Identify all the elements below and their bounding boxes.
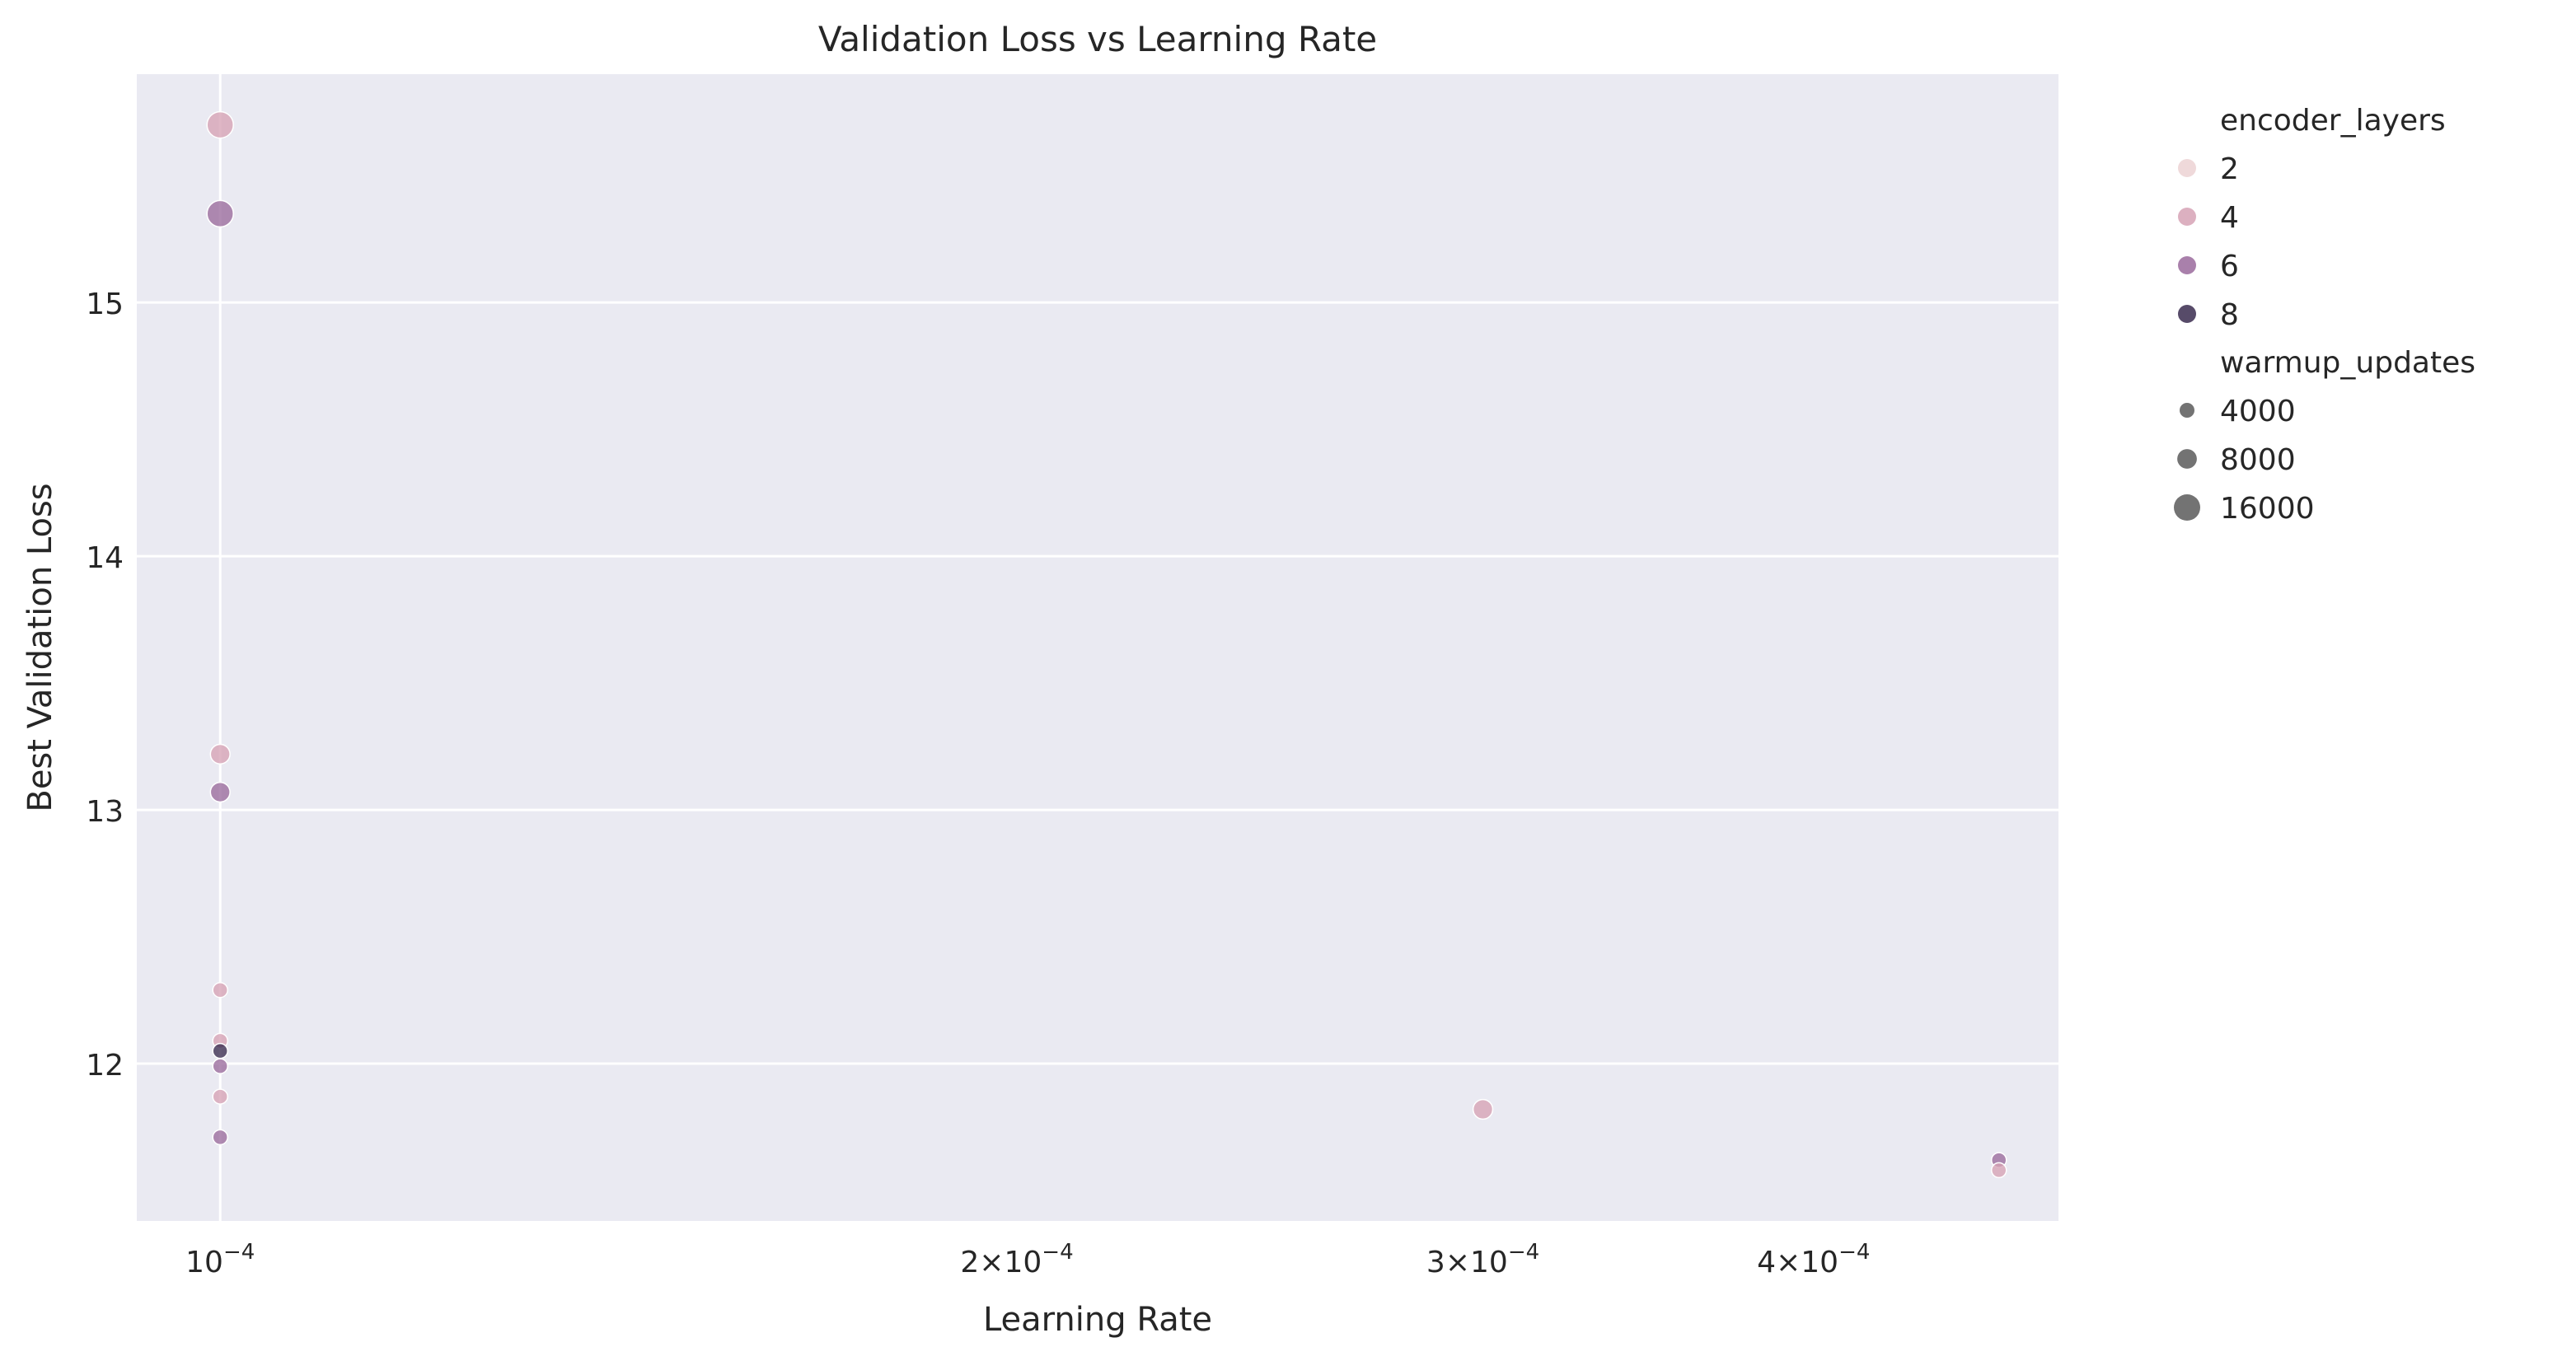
data-point: [206, 199, 234, 228]
plot-area: [137, 74, 2058, 1221]
x-tick-label: 4×10−4: [1757, 1240, 1870, 1279]
y-tick-label: 13: [86, 795, 124, 829]
y-tick-label: 12: [86, 1049, 124, 1083]
legend-hue-label: 8: [2220, 298, 2239, 332]
legend: encoder_layers 2 4 6 8 warmup_updates 4000 8000…: [2174, 104, 2475, 526]
data-points: [206, 110, 2007, 1179]
legend-color-marker: [2178, 159, 2196, 177]
legend-hue-title: encoder_layers: [2220, 104, 2446, 138]
data-point: [206, 110, 234, 139]
legend-size-marker: [2180, 403, 2194, 418]
chart-title: Validation Loss vs Learning Rate: [818, 19, 1377, 59]
legend-size-marker: [2174, 494, 2200, 521]
data-point: [1472, 1098, 1494, 1120]
data-point: [209, 743, 231, 765]
data-point: [212, 1088, 228, 1105]
legend-hue-label: 2: [2220, 152, 2239, 186]
y-tick-label: 15: [86, 288, 124, 321]
data-point: [209, 781, 231, 803]
legend-size-label: 4000: [2220, 395, 2296, 428]
legend-size-title: warmup_updates: [2220, 346, 2475, 380]
x-tick-label: 10−4: [185, 1240, 255, 1279]
legend-color-marker: [2178, 305, 2196, 323]
y-axis-label: Best Validation Loss: [21, 483, 59, 811]
y-tick-label: 14: [86, 541, 124, 575]
axis-ticks: 12 13 14 15 10−4 2×10−4 3×10−4 4×10−4: [86, 288, 1870, 1279]
data-point: [1990, 1162, 2007, 1179]
grid-lines: [137, 74, 2058, 1221]
legend-size-label: 16000: [2220, 492, 2315, 526]
legend-size-label: 8000: [2220, 443, 2296, 477]
data-point: [212, 1058, 228, 1074]
legend-hue-label: 4: [2220, 201, 2239, 235]
legend-size-marker: [2177, 449, 2197, 469]
legend-color-marker: [2178, 256, 2196, 274]
data-point: [212, 1129, 228, 1146]
x-axis-label: Learning Rate: [983, 1301, 1212, 1339]
data-point: [212, 982, 228, 999]
x-tick-label: 2×10−4: [960, 1240, 1073, 1279]
x-tick-label: 3×10−4: [1426, 1240, 1539, 1279]
data-point: [212, 1042, 228, 1059]
legend-color-marker: [2178, 208, 2196, 226]
legend-hue-label: 6: [2220, 250, 2239, 283]
